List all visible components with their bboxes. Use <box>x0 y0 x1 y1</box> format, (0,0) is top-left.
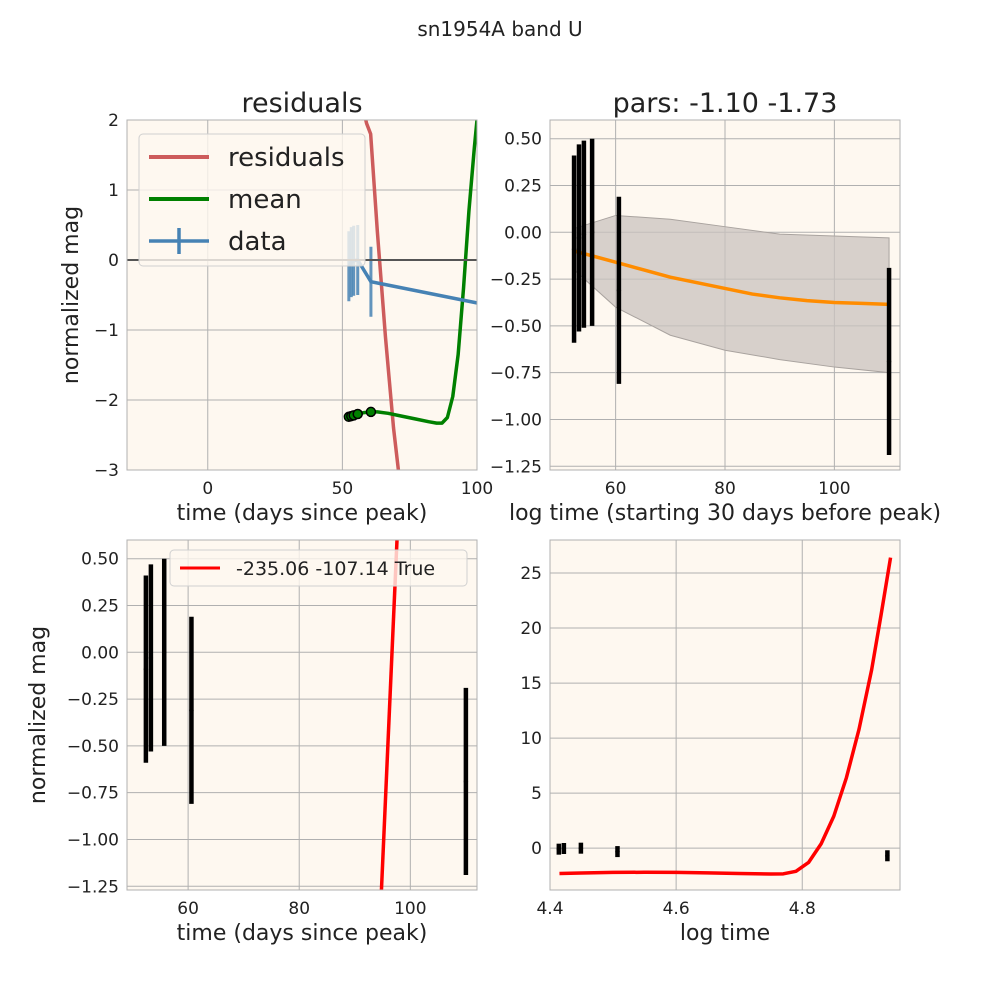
legend-label: -235.06 -107.14 True <box>236 558 435 580</box>
subplot-residuals: 0 50 100 −3 −2 −1 0 1 2 time (days since peak) nor… <box>59 88 493 526</box>
y-tick-label: 2 <box>108 111 119 131</box>
y-tick-label: 0 <box>108 251 119 271</box>
y-tick-label: 0.00 <box>81 643 119 663</box>
data-point <box>885 853 890 858</box>
y-tick-label: 10 <box>520 729 542 749</box>
y-axis-label: normalized mag <box>59 206 84 384</box>
legend-box <box>169 549 468 587</box>
y-tick-label: 0.50 <box>504 130 542 150</box>
y-tick-label: 15 <box>520 674 542 694</box>
legend-label: residuals <box>228 143 345 173</box>
series-line-residuals <box>363 120 401 470</box>
y-tick-label: 1 <box>108 181 119 201</box>
series-line-model <box>573 249 890 307</box>
y-tick-label: 20 <box>520 619 542 639</box>
y-tick-label: −1.25 <box>490 457 542 477</box>
data-point <box>615 849 620 854</box>
mean-point <box>365 406 377 418</box>
legend-label: data <box>228 227 287 257</box>
y-tick-label: 0.00 <box>504 223 542 243</box>
data-point <box>576 235 582 241</box>
y-axis-label: normalized mag <box>26 626 51 804</box>
x-tick-label: 60 <box>177 899 199 919</box>
y-tick-label: 25 <box>520 564 542 584</box>
x-tick-label: 100 <box>818 479 850 499</box>
subplot-title: residuals <box>241 88 362 119</box>
x-tick-label: 4.6 <box>663 899 690 919</box>
x-axis-label: time (days since peak) <box>177 501 428 526</box>
y-tick-label: −0.25 <box>490 270 542 290</box>
y-tick-label: 0.50 <box>81 550 119 570</box>
data-point <box>589 230 595 235</box>
data-point <box>578 845 584 851</box>
x-tick-label: 50 <box>332 479 354 499</box>
subplot-title: pars: -1.10 -1.73 <box>613 88 838 119</box>
data-point <box>616 288 622 293</box>
x-axis-label: time (days since peak) <box>177 921 428 946</box>
plot-frame <box>549 539 901 891</box>
x-tick-label: 0 <box>202 479 213 499</box>
x-tick-label: 100 <box>394 899 426 919</box>
plot-frame <box>549 119 901 471</box>
data-point <box>581 231 587 237</box>
y-tick-label: −0.25 <box>67 690 119 710</box>
legend: residuals mean data <box>138 133 366 267</box>
y-tick-label: −0.50 <box>67 737 119 757</box>
y-tick-label: −0.75 <box>67 784 119 804</box>
x-tick-label: 4.4 <box>536 899 563 919</box>
y-tick-label: 0 <box>531 839 542 859</box>
data-point <box>886 359 892 364</box>
x-tick-label: 80 <box>288 899 310 919</box>
series-line-curve <box>559 557 893 876</box>
x-tick-label: 4.8 <box>789 899 816 919</box>
figure-suptitle: sn1954A band U <box>417 17 582 41</box>
plot-frame <box>126 539 478 891</box>
data-point <box>162 650 167 655</box>
legend: -235.06 -107.14 True <box>169 549 468 587</box>
y-tick-label: −1.00 <box>67 830 119 850</box>
data-point <box>463 779 469 784</box>
plot-content <box>556 557 893 876</box>
subplot-logtime: 4.4 4.6 4.8 0 5 10 15 20 25 log time <box>520 539 901 946</box>
data-point <box>561 846 567 851</box>
y-tick-label: 0.25 <box>81 597 119 617</box>
x-tick-label: 60 <box>605 479 627 499</box>
mean-point <box>352 408 363 420</box>
x-tick-label: 100 <box>461 479 493 499</box>
y-tick-label: 0.25 <box>504 177 542 197</box>
y-tick-label: −0.75 <box>490 364 542 384</box>
x-tick-label: 80 <box>714 479 736 499</box>
data-point <box>571 246 577 252</box>
series-line--235-06-107-14-true <box>379 540 399 890</box>
y-tick-label: −3 <box>94 461 119 481</box>
subplot-fit: 60 80 100 −1.25 −1.00 −0.75 −0.50 −0.25 0.00 0.25… <box>26 539 478 946</box>
y-tick-label: −1.00 <box>490 410 542 430</box>
y-tick-label: −0.50 <box>490 317 542 337</box>
data-point <box>143 666 149 672</box>
series-line-mean <box>348 120 477 425</box>
plot-area <box>127 540 477 890</box>
y-tick-label: −2 <box>94 391 119 411</box>
data-point <box>148 655 154 661</box>
plot-frame <box>126 119 478 471</box>
data-point <box>189 708 194 713</box>
y-tick-label: −1.25 <box>67 877 119 897</box>
plot-content <box>571 138 892 456</box>
y-tick-label: 5 <box>531 784 542 804</box>
y-tick-label: −1 <box>94 321 119 341</box>
data-point <box>556 846 562 852</box>
plot-content <box>143 540 469 890</box>
x-axis-label: log time <box>680 921 770 946</box>
subplot-pars: 60 80 100 −1.25 −1.00 −0.75 −0.50 −0.25 0.00 0.25… <box>490 88 941 526</box>
plot-area <box>550 540 900 890</box>
legend-label: mean <box>228 185 302 215</box>
x-axis-label: log time (starting 30 days before peak) <box>509 501 941 526</box>
legend-box <box>138 133 366 267</box>
